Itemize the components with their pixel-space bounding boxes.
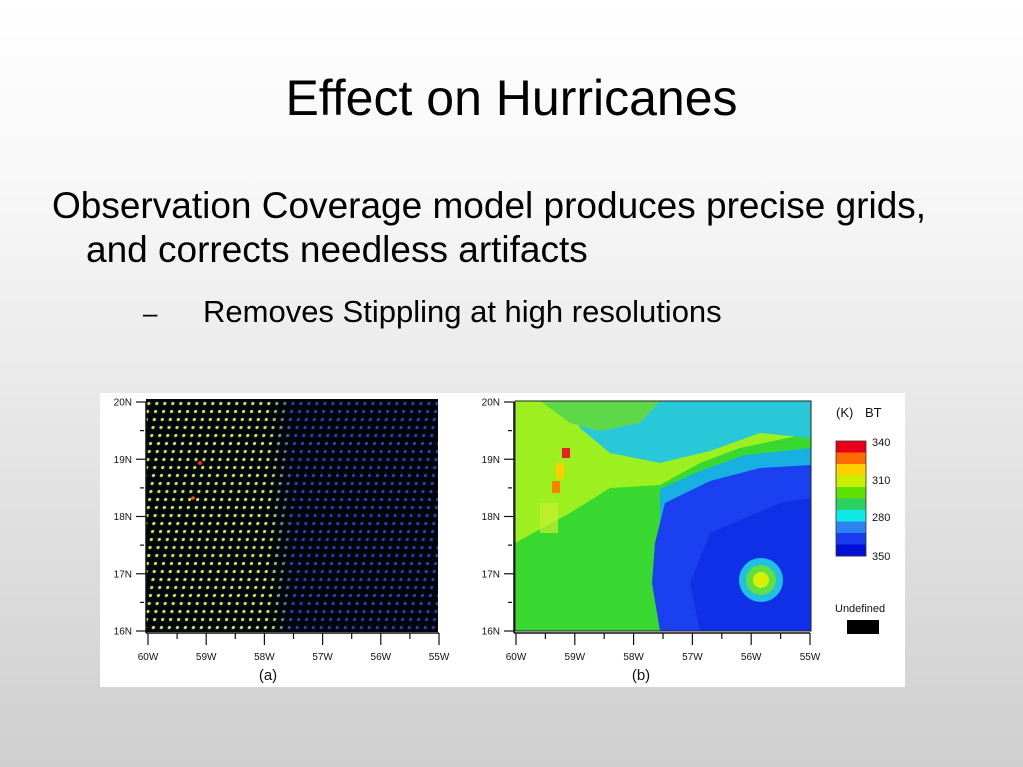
legend-swatch <box>836 464 866 476</box>
legend-swatch <box>836 533 866 545</box>
legend-swatch <box>836 498 866 511</box>
panel-a-lon-label: 57W <box>312 652 333 663</box>
legend-swatch <box>836 452 866 465</box>
figure-panel: 20N 19N 18N 17N 16N 60W 59W 58W 57W 56W 55W 20N 19N… <box>100 393 905 687</box>
legend-swatch <box>836 521 866 534</box>
legend-tick-label: 280 <box>872 512 890 524</box>
panel-a-lat-label: 16N <box>114 627 132 638</box>
panel-a-lat-label: 19N <box>114 455 132 466</box>
panel-b-lat-label: 17N <box>482 569 500 580</box>
panel-a-dots-green <box>146 399 438 632</box>
legend-swatch-border <box>835 440 867 557</box>
panel-b-lon-label: 57W <box>682 652 703 663</box>
panel-b-yellow-cell <box>556 463 564 479</box>
panel-b-lat-label: 19N <box>482 455 500 466</box>
slide-title: Effect on Hurricanes <box>285 70 738 126</box>
panel-a-lon-label: 60W <box>138 652 159 663</box>
panel-b-caption: (b) <box>632 667 650 684</box>
panel-a-lon-label: 56W <box>371 652 392 663</box>
legend-undefined-label: Undefined <box>835 603 885 615</box>
legend-undefined-swatch <box>847 620 879 634</box>
legend-tick-label: 350 <box>872 551 890 563</box>
legend-swatch <box>836 510 866 522</box>
legend-title: BT <box>865 405 882 420</box>
panel-b-lat-label: 18N <box>482 512 500 523</box>
dash-marker: – <box>143 298 158 328</box>
panel-b-red-cell <box>562 448 570 458</box>
panel-a-lon-label: 59W <box>196 652 217 663</box>
legend-swatch <box>836 544 866 557</box>
panel-b-lat-label: 16N <box>482 627 500 638</box>
panel-a-red-dot <box>191 496 195 500</box>
panel-b-lon-label: 59W <box>565 652 586 663</box>
legend-tick-label: 340 <box>872 437 890 449</box>
panel-b-lat-label: 20N <box>482 398 500 409</box>
colorbar-legend: (K) BT 340 310 280 350 Undefined <box>835 405 890 634</box>
panel-a-map <box>146 399 438 632</box>
panel-b-border <box>514 400 812 632</box>
panel-b-axes: 20N 19N 18N 17N 16N 60W 59W 58W 57W 56W 55W <box>482 398 821 664</box>
panel-a-caption: (a) <box>259 667 277 684</box>
panel-a-lat-label: 20N <box>114 398 132 409</box>
panel-b-map <box>515 401 811 631</box>
legend-swatches <box>835 440 867 557</box>
panel-b-lon-label: 60W <box>506 652 527 663</box>
panel-b-green-top <box>540 401 660 431</box>
panel-b-orange-cell <box>552 481 560 493</box>
panel-a-lat-label: 17N <box>114 569 132 580</box>
panel-b-light-cell <box>540 503 558 533</box>
panel-a-lon-label: 58W <box>254 652 275 663</box>
legend-swatch <box>836 475 866 488</box>
legend-unit: (K) <box>836 405 853 420</box>
legend-swatch <box>836 441 866 453</box>
panel-b-lon-label: 56W <box>741 652 762 663</box>
figure-svg: 20N 19N 18N 17N 16N 60W 59W 58W 57W 56W 55W 20N 19N… <box>114 398 891 685</box>
panel-b-eye-core <box>753 572 769 588</box>
legend-swatch <box>836 487 866 499</box>
panel-a-lat-label: 18N <box>114 512 132 523</box>
panel-b-lon-label: 55W <box>800 652 821 663</box>
panel-a-lon-label: 55W <box>429 652 450 663</box>
panel-a-red-dot <box>198 461 202 465</box>
sub-bullet: – Removes Stippling at high resolutions <box>143 292 722 333</box>
panel-a-axes: 20N 19N 18N 17N 16N 60W 59W 58W 57W 56W 55W <box>114 398 450 664</box>
sub-bullet-text: Removes Stippling at high resolutions <box>203 294 722 329</box>
panel-b-lon-label: 58W <box>623 652 644 663</box>
legend-tick-label: 310 <box>872 475 890 487</box>
bullet-text: Observation Coverage model produces prec… <box>52 185 927 270</box>
